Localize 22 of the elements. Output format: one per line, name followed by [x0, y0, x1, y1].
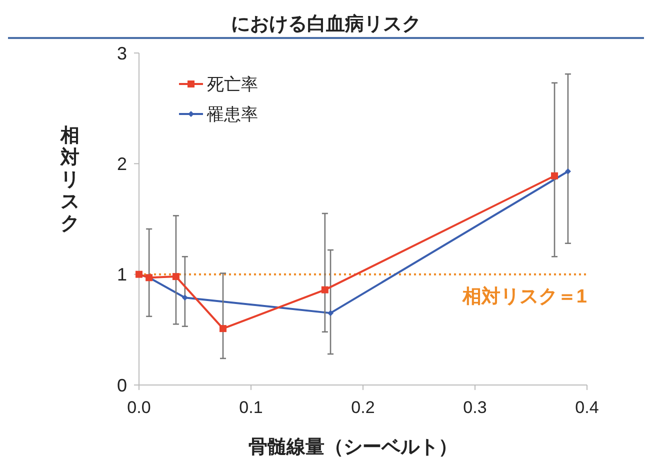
x-tick-label: 0.0 [127, 398, 151, 417]
x-tick-label: 0.1 [239, 398, 263, 417]
legend-label: 死亡率 [207, 74, 258, 94]
point [220, 325, 226, 332]
x-tick-label: 0.4 [575, 398, 599, 417]
x-tick-label: 0.2 [351, 398, 375, 417]
x-axis-title: 骨髄線量（シーベルト） [248, 437, 458, 458]
point [551, 172, 558, 180]
point [321, 286, 328, 294]
y-tick-label: 1 [116, 264, 127, 285]
point [172, 273, 180, 280]
y-tick-label: 3 [116, 43, 127, 64]
y-tick-label: 2 [116, 154, 127, 174]
x-tick-label: 0.3 [463, 398, 487, 417]
y-tick-label: 0 [116, 375, 127, 396]
legend-label: 罹患率 [206, 104, 258, 124]
point [182, 294, 188, 301]
point [564, 168, 571, 174]
ref-line-label: 相対リスク＝1 [461, 285, 588, 308]
point [328, 310, 334, 316]
y-axis-title: 相対リスク [60, 124, 80, 235]
chart-title: における白血病リスク [231, 13, 421, 35]
